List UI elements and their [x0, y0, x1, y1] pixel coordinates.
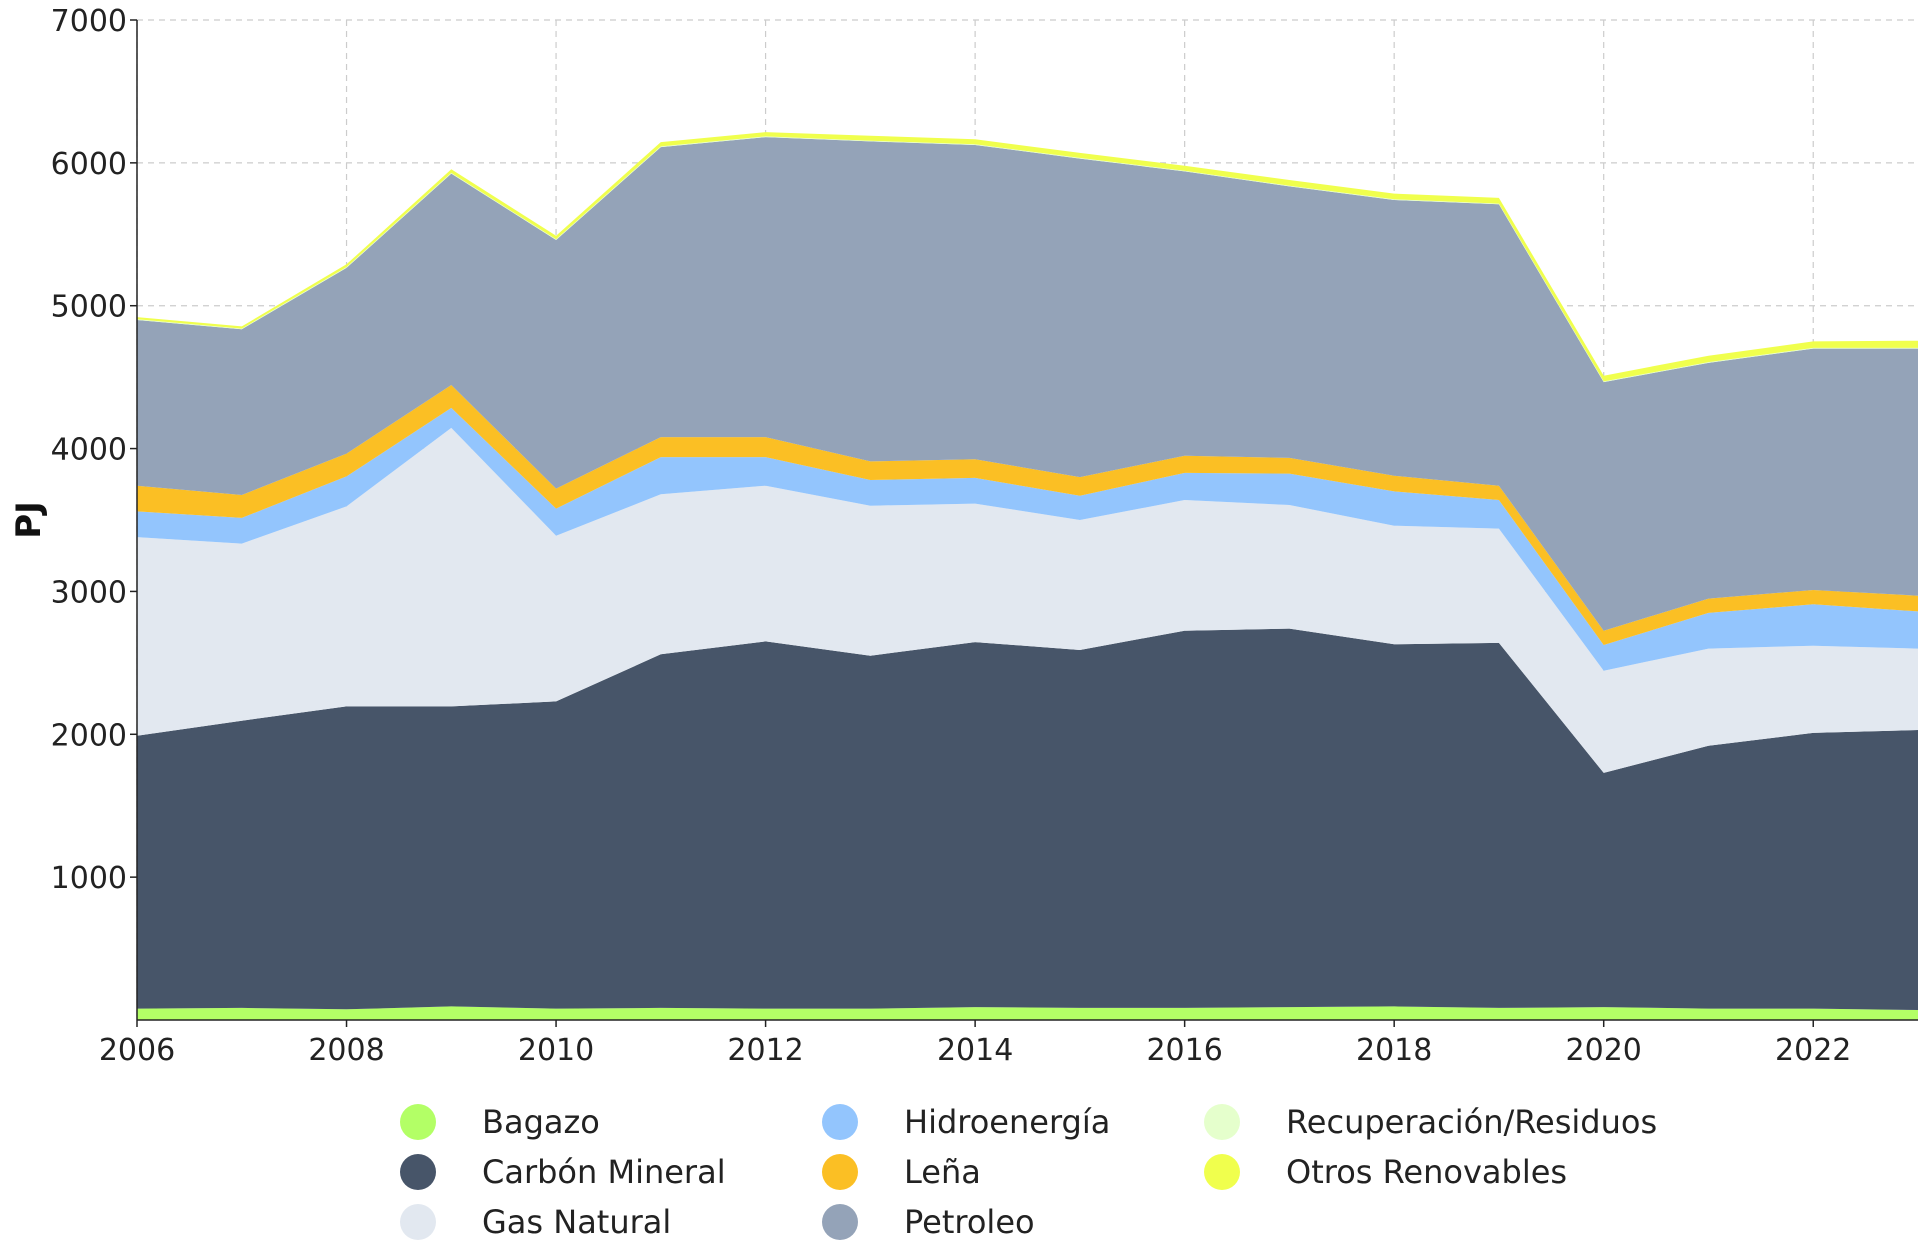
y-tick-label: 2000 — [51, 718, 127, 753]
x-tick-label: 2008 — [308, 1033, 384, 1068]
legend-swatch-otros-renovables — [1204, 1154, 1240, 1190]
y-axis-title: PJ — [9, 501, 49, 539]
y-tick-label: 6000 — [51, 147, 127, 182]
legend-label-otros-renovables: Otros Renovables — [1286, 1153, 1567, 1191]
legend-label-carbon-mineral: Carbón Mineral — [482, 1153, 726, 1191]
x-tick-label: 2020 — [1566, 1033, 1642, 1068]
legend-swatch-bagazo — [400, 1104, 436, 1140]
legend-swatch-lena — [822, 1154, 858, 1190]
x-tick-label: 2010 — [518, 1033, 594, 1068]
area-series — [137, 132, 1918, 1020]
legend-swatch-hidroenergia — [822, 1104, 858, 1140]
y-tick-label: 3000 — [51, 575, 127, 610]
y-tick-label: 1000 — [51, 861, 127, 896]
legend-label-recuperacion-residuos: Recuperación/Residuos — [1286, 1103, 1657, 1141]
legend-label-gas-natural: Gas Natural — [482, 1203, 671, 1241]
area-hidroenergia — [137, 407, 1918, 671]
area-carbon-mineral — [137, 628, 1918, 1010]
x-tick-label: 2016 — [1146, 1033, 1222, 1068]
x-tick-label: 2014 — [937, 1033, 1013, 1068]
legend-label-bagazo: Bagazo — [482, 1103, 600, 1141]
area-otros-renovables — [137, 132, 1918, 382]
x-tick-label: 2006 — [99, 1033, 175, 1068]
y-axis-ticks: 1000 2000 3000 4000 5000 6000 7000 — [51, 4, 137, 896]
x-tick-label: 2022 — [1775, 1033, 1851, 1068]
legend-swatch-gas-natural — [400, 1204, 436, 1240]
area-gas-natural — [137, 427, 1918, 773]
legend-swatch-petroleo — [822, 1204, 858, 1240]
y-tick-label: 5000 — [51, 290, 127, 325]
legend-label-petroleo: Petroleo — [904, 1203, 1035, 1241]
legend-label-hidroenergia: Hidroenergía — [904, 1103, 1110, 1141]
legend-label-lena: Leña — [904, 1153, 981, 1191]
area-bagazo — [137, 1006, 1918, 1020]
y-tick-label: 7000 — [51, 4, 127, 39]
area-petroleo — [137, 137, 1918, 631]
x-tick-label: 2012 — [727, 1033, 803, 1068]
legend-swatch-recuperacion-residuos — [1204, 1104, 1240, 1140]
x-axis-ticks: 2006 2008 2010 2012 2014 2016 2018 2020 2022 — [99, 1020, 1851, 1068]
axes — [136, 20, 1918, 1021]
legend: Bagazo Carbón Mineral Gas Natural Hidroener… — [400, 1103, 1657, 1241]
legend-swatch-carbon-mineral — [400, 1154, 436, 1190]
y-tick-label: 4000 — [51, 433, 127, 468]
x-tick-label: 2018 — [1356, 1033, 1432, 1068]
